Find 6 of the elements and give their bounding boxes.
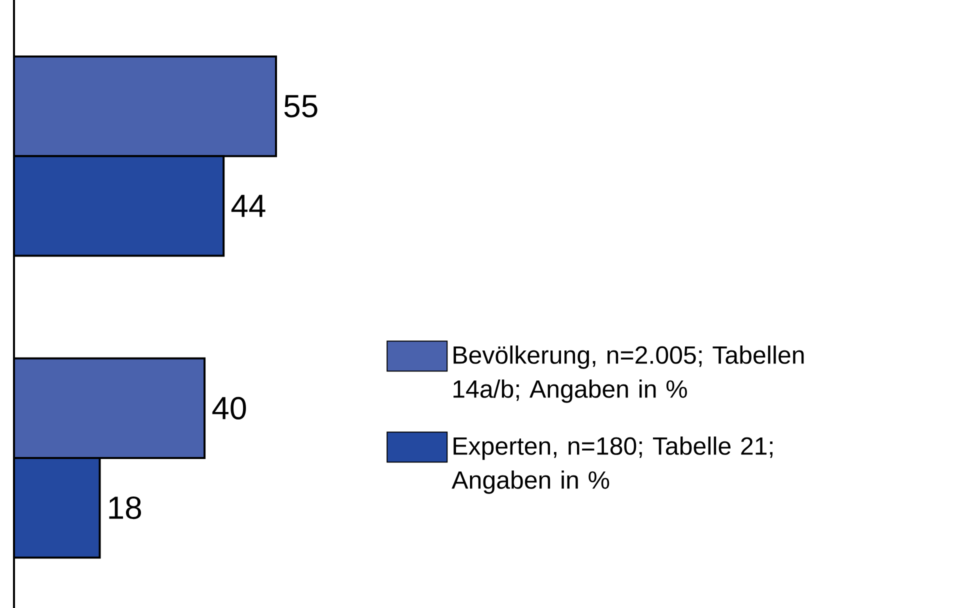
data-label: 40 bbox=[212, 396, 246, 420]
legend-label: Bevölkerung, n=2.005; Tabellen 14a/b; Angaben in % bbox=[454, 346, 804, 403]
legend-label: Experten, n=180; Tabelle 21; Angaben in % bbox=[452, 436, 772, 494]
data-label: 55 bbox=[284, 95, 318, 118]
data-label: 44 bbox=[231, 194, 266, 217]
data-label: 18 bbox=[109, 496, 142, 520]
